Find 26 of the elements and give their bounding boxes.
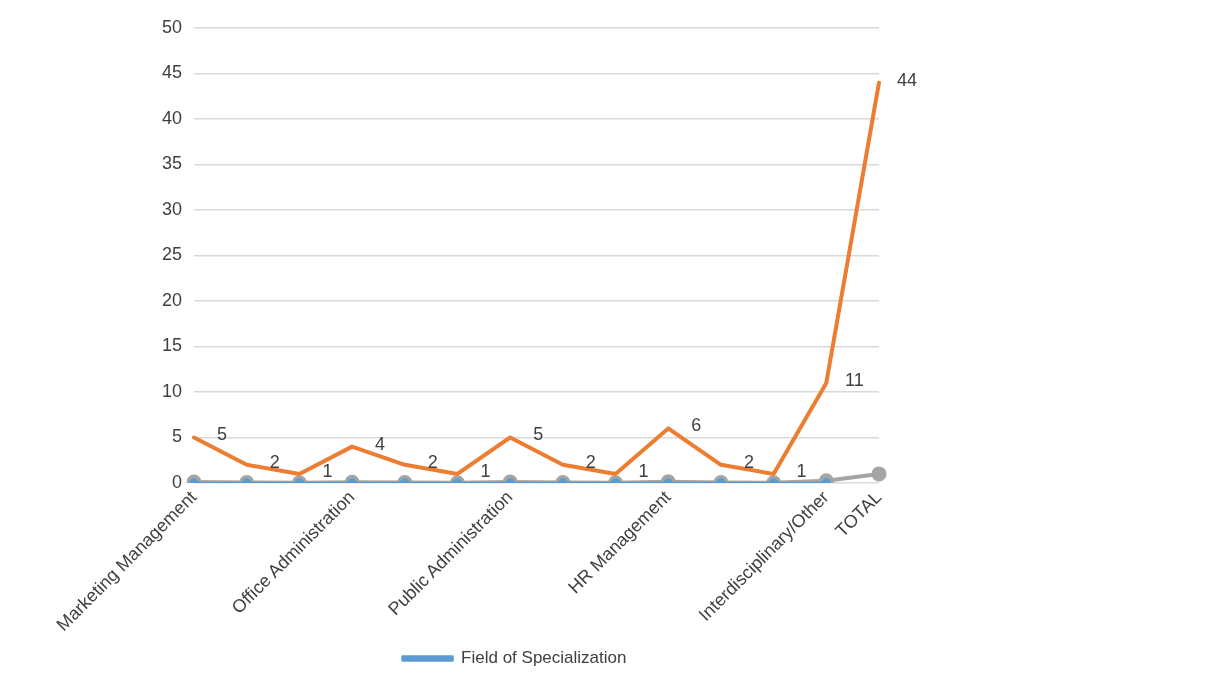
data-label: 4 — [375, 433, 386, 454]
y-tick-label: 25 — [161, 244, 183, 265]
data-label: 44 — [896, 69, 918, 90]
y-tick-label: 50 — [161, 16, 183, 37]
data-label: 2 — [427, 451, 438, 472]
data-label: 2 — [585, 451, 596, 472]
y-tick-label: 30 — [161, 198, 183, 219]
data-label: 2 — [743, 451, 754, 472]
data-label: 1 — [322, 460, 333, 481]
y-tick-label: 0 — [172, 471, 183, 492]
y-tick-label: 35 — [161, 153, 183, 174]
legend-label: Field of Specialization — [461, 648, 627, 668]
y-tick-label: 45 — [161, 62, 183, 83]
y-tick-label: 5 — [172, 426, 183, 447]
y-tick-label: 20 — [161, 289, 183, 310]
data-label: 5 — [533, 424, 544, 445]
data-label: 1 — [796, 460, 807, 481]
data-label: 5 — [217, 424, 228, 445]
y-tick-label: 10 — [161, 380, 183, 401]
data-label: 6 — [691, 415, 702, 436]
data-label: 1 — [638, 460, 649, 481]
data-label: 11 — [844, 369, 864, 390]
data-label: 2 — [269, 451, 280, 472]
y-tick-label: 40 — [161, 107, 183, 128]
data-label: 1 — [480, 460, 491, 481]
y-tick-label: 15 — [161, 335, 183, 356]
